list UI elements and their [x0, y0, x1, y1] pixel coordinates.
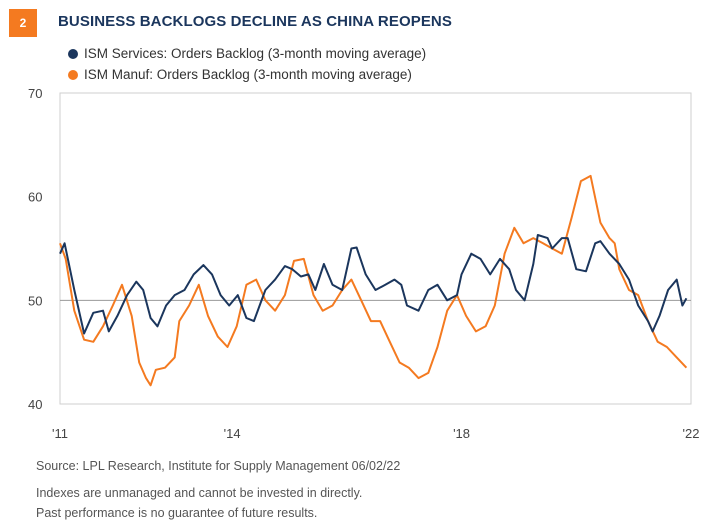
chart-number-badge: 2 — [9, 9, 37, 37]
legend-dot-manuf-icon — [68, 69, 78, 80]
y-tick-label: 40 — [28, 397, 42, 412]
y-tick-label: 50 — [28, 293, 42, 308]
legend-label-manuf: ISM Manuf: Orders Backlog (3-month movin… — [84, 67, 412, 82]
x-tick-label: '22 — [683, 426, 700, 441]
x-tick-label: '11 — [52, 426, 68, 441]
legend-label-services: ISM Services: Orders Backlog (3-month mo… — [84, 46, 427, 61]
plot-frame — [59, 92, 692, 405]
source-note: Source: LPL Research, Institute for Supp… — [36, 459, 401, 473]
legend-item-manuf: ISM Manuf: Orders Backlog (3-month movin… — [68, 64, 426, 85]
disclaimer-1: Indexes are unmanaged and cannot be inve… — [36, 486, 363, 500]
x-axis: '11 '14 '18 '22 — [52, 426, 699, 441]
x-tick-label: '14 — [224, 426, 241, 441]
legend: ISM Services: Orders Backlog (3-month mo… — [68, 43, 426, 85]
series-line-services — [59, 234, 688, 335]
legend-item-services: ISM Services: Orders Backlog (3-month mo… — [68, 43, 426, 64]
x-tick-label: '18 — [453, 426, 470, 441]
series-line-manuf — [59, 174, 688, 387]
legend-dot-services-icon — [68, 48, 78, 59]
y-tick-label: 70 — [28, 86, 42, 101]
y-tick-label: 60 — [28, 190, 42, 205]
y-axis: 40 50 60 70 — [28, 86, 42, 412]
line-chart: 40 50 60 70 '11 '14 '18 '22 — [28, 86, 699, 441]
disclaimer-2: Past performance is no guarantee of futu… — [36, 506, 318, 520]
chart-title: BUSINESS BACKLOGS DECLINE AS CHINA REOPE… — [58, 13, 452, 30]
